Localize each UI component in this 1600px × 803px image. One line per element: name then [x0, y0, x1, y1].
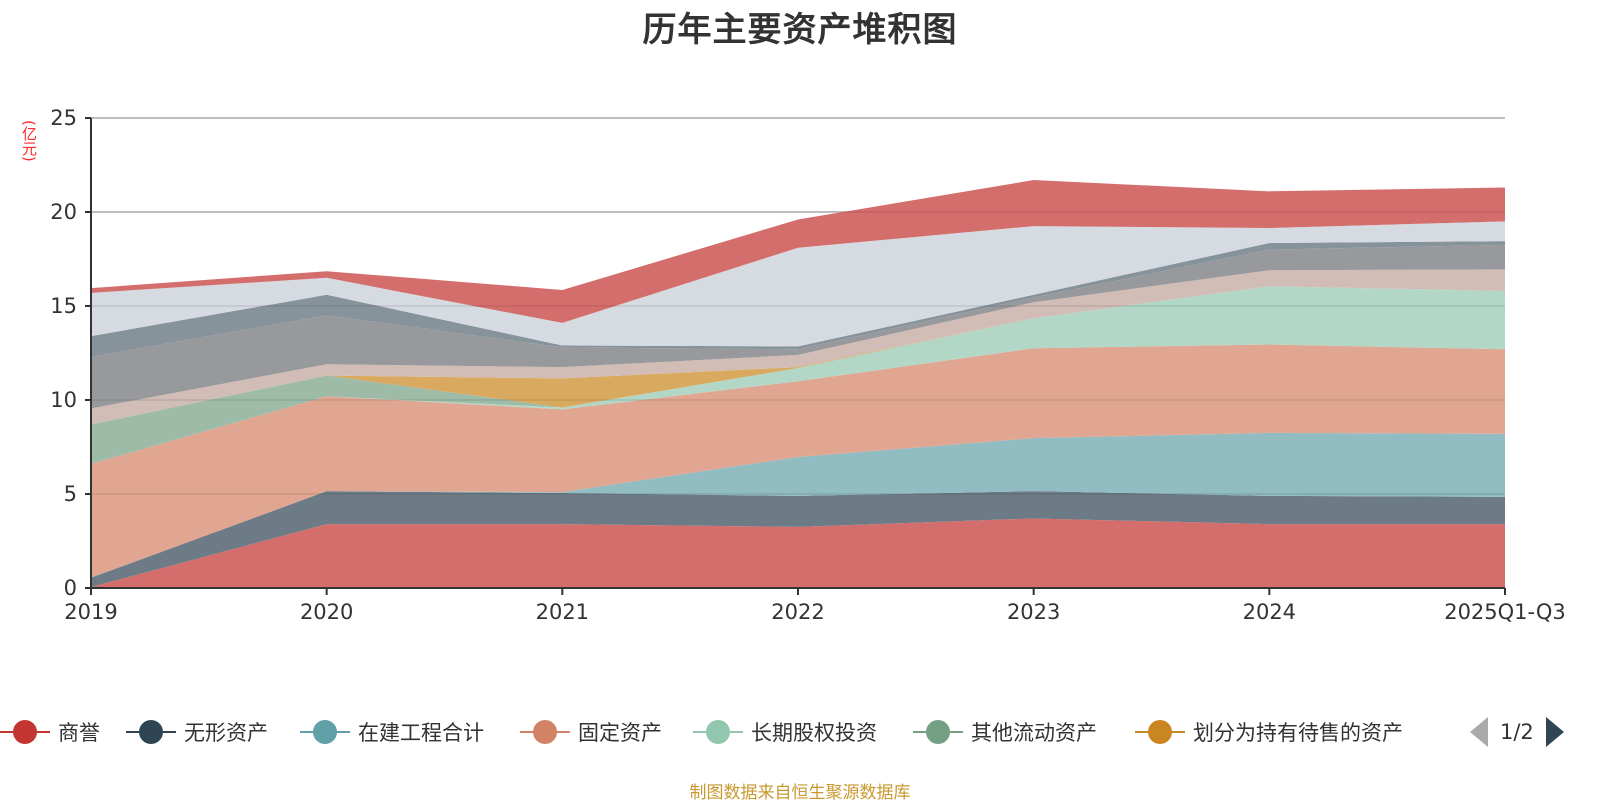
y-tick-label: 10: [50, 388, 77, 412]
x-tick-label: 2025Q1-Q3: [1444, 600, 1566, 624]
legend-marker-icon: [1135, 720, 1185, 744]
legend-item[interactable]: 其他流动资产: [913, 712, 1097, 752]
x-tick-label: 2020: [300, 600, 353, 624]
stacked-area-chart: 0 5 10 15 20 25 2019 2020 2021 2022 2023 2024 2025Q…: [50, 106, 1566, 624]
legend-item[interactable]: 长期股权投资: [693, 712, 877, 752]
legend-label: 其他流动资产: [971, 721, 1097, 745]
legend-item[interactable]: 划分为持有待售的资产: [1135, 712, 1403, 752]
area-layers: [91, 117, 1505, 588]
legend-page-indicator: 1/2: [1500, 720, 1534, 744]
x-tick-label: 2019: [64, 600, 117, 624]
legend-marker-icon: [300, 720, 350, 744]
legend-item[interactable]: 无形资产: [126, 712, 268, 752]
legend-marker-icon: [126, 720, 176, 744]
chart-title: 历年主要资产堆积图: [642, 10, 958, 50]
legend-item[interactable]: 商誉: [0, 712, 100, 752]
legend-item[interactable]: 固定资产: [520, 712, 662, 752]
legend-item[interactable]: 在建工程合计: [300, 712, 484, 752]
area-layer-series-8: [91, 269, 1505, 425]
area-layer-series-9: [91, 244, 1505, 409]
y-tick-label: 20: [50, 200, 77, 224]
legend-prev-page-button[interactable]: [1470, 717, 1488, 747]
legend-marker-icon: [693, 720, 743, 744]
area-layer-series-10: [91, 241, 1505, 357]
x-tick-label: 2021: [536, 600, 589, 624]
legend-pager: 1/2: [1470, 712, 1564, 752]
y-tick-label: 15: [50, 294, 77, 318]
x-tick-labels: 2019 2020 2021 2022 2023 2024 2025Q1-Q3: [64, 600, 1566, 624]
legend-marker-icon: [520, 720, 570, 744]
area-layer-商誉: [91, 518, 1505, 588]
area-layer-划分为持有待售的资产: [91, 286, 1505, 425]
y-tick-label: 5: [64, 482, 77, 506]
x-tick-label: 2022: [771, 600, 824, 624]
area-layer-固定资产: [91, 344, 1505, 578]
axes: [85, 117, 1506, 595]
legend-marker-icon: [0, 720, 50, 744]
y-tick-label: 25: [50, 106, 77, 130]
legend-label: 划分为持有待售的资产: [1193, 721, 1403, 745]
legend-next-page-button[interactable]: [1545, 717, 1564, 747]
area-layer-series-12: [91, 180, 1505, 323]
area-layer-长期股权投资: [91, 286, 1505, 464]
data-source-note: 制图数据来自恒生聚源数据库: [689, 783, 911, 803]
area-layer-无形资产: [91, 491, 1505, 588]
legend-marker-icon: [913, 720, 963, 744]
x-tick-label: 2023: [1007, 600, 1060, 624]
x-tick-label: 2024: [1243, 600, 1296, 624]
legend-label: 商誉: [58, 721, 100, 745]
y-tick-label: 0: [64, 576, 77, 600]
legend-label: 无形资产: [184, 721, 268, 745]
area-layer-在建工程合计: [91, 432, 1505, 578]
legend: 商誉 无形资产 在建工程合计 固定资产 长期股权投资 其他流动资产 划分为持有待售的资产: [0, 712, 1600, 752]
legend-label: 长期股权投资: [751, 721, 877, 745]
legend-label: 在建工程合计: [358, 721, 484, 745]
legend-label: 固定资产: [578, 721, 662, 745]
y-axis-unit-label: (亿元): [20, 120, 38, 162]
y-tick-labels: 0 5 10 15 20 25: [50, 106, 77, 600]
area-layer-series-11: [91, 221, 1505, 347]
